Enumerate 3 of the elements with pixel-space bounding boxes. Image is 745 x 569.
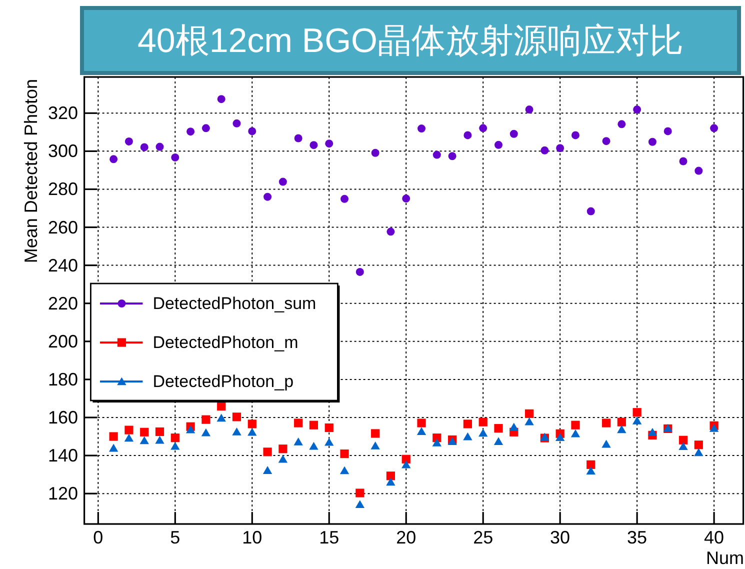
title: 40根12cm BGO晶体放射源响应对比 — [138, 22, 684, 60]
ylabel: Mean Detected Photon — [21, 79, 41, 264]
xlabel: Num — [706, 548, 744, 568]
